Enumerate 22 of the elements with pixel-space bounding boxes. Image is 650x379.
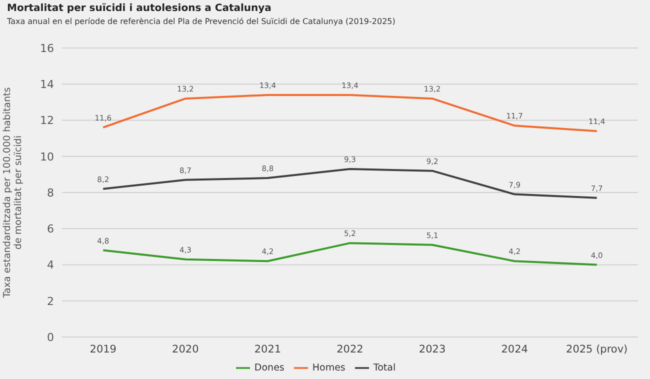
- x-tick-label: 2024: [501, 343, 528, 356]
- y-tick-label: 6: [47, 222, 54, 236]
- x-tick-label: 2019: [90, 343, 117, 356]
- chart-subtitle: Taxa anual en el període de referència del Pla de Prevenció del Suïcidi de Catalunya (2019-2025): [7, 17, 396, 26]
- legend-label: Homes: [312, 362, 346, 374]
- y-tick-label: 10: [40, 150, 54, 164]
- y-tick-label: 14: [40, 78, 54, 92]
- x-tick-label: 2021: [254, 343, 282, 356]
- y-tick-label: 4: [47, 258, 54, 272]
- y-tick-label: 2: [47, 294, 54, 308]
- x-tick-label: 2025 (prov): [566, 343, 628, 356]
- x-tick-label: 2023: [418, 343, 446, 356]
- x-tick-label: 2020: [172, 343, 199, 356]
- x-tick-label: 2022: [336, 343, 364, 356]
- y-tick-label: 8: [47, 186, 54, 200]
- y-axis-title: Taxa estandarditzada per 100.000 habitants de mortalitat per suïcidi: [2, 87, 24, 299]
- chart-title: Mortalitat per suïcidi i autolesions a Catalunya: [7, 3, 272, 14]
- legend-label: Dones: [254, 362, 284, 374]
- y-tick-label: 12: [40, 114, 54, 128]
- y-tick-label: 16: [40, 42, 54, 55]
- y-tick-label: 0: [47, 330, 54, 344]
- legend-label: Total: [373, 362, 396, 374]
